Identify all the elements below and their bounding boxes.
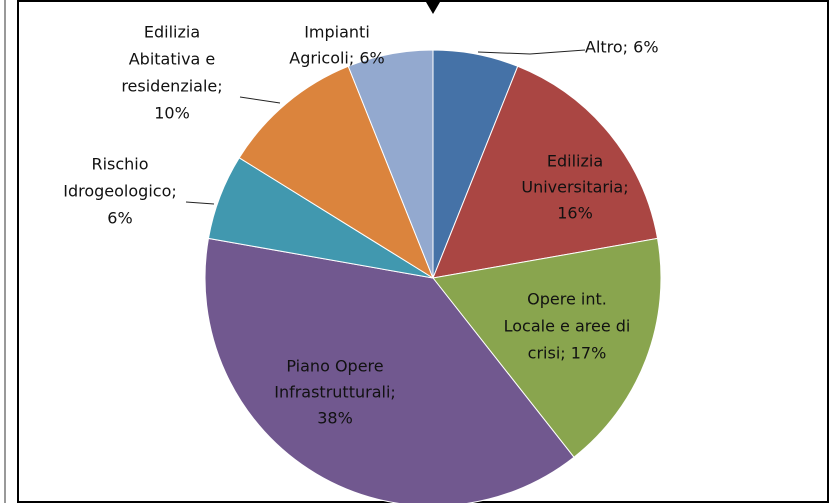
pie xyxy=(204,49,662,503)
slice-label: Impianti xyxy=(304,23,370,42)
pie-slice xyxy=(432,237,662,458)
slice-label: Universitaria; xyxy=(521,178,628,197)
pie-slice xyxy=(204,237,575,503)
leader-line xyxy=(239,96,281,104)
slice-label: Edilizia xyxy=(547,152,603,171)
slice-label: 10% xyxy=(154,104,190,123)
slice-label: Rischio xyxy=(91,155,148,174)
slice-label: Idrogeologico; xyxy=(63,182,177,201)
slice-label: 16% xyxy=(557,204,593,223)
pie-slice xyxy=(432,65,659,279)
slice-label: residenziale; xyxy=(121,77,222,96)
slice-label: Piano Opere xyxy=(286,357,383,376)
slice-label: Agricoli; 6% xyxy=(289,49,384,68)
slice-label: crisi; 17% xyxy=(528,344,607,363)
pie-slice xyxy=(347,49,434,279)
pie-slice xyxy=(238,65,435,280)
slice-label: 6% xyxy=(107,209,132,228)
labels: Altro; 6% Edilizia Universitaria; 16% Opere … xyxy=(63,23,658,428)
slice-label: Abitativa e xyxy=(129,50,216,69)
leader-line xyxy=(477,49,586,55)
slice-label: Opere int. xyxy=(527,290,607,309)
slice-label: Edilizia xyxy=(144,23,200,42)
slice-label: Altro; 6% xyxy=(585,38,659,57)
slice-label: Infrastrutturali; xyxy=(274,383,396,402)
slice-label: Locale e aree di xyxy=(504,317,631,336)
slice-label: 38% xyxy=(317,409,353,428)
leader-line xyxy=(185,201,215,205)
pointer-arrow xyxy=(426,2,440,14)
